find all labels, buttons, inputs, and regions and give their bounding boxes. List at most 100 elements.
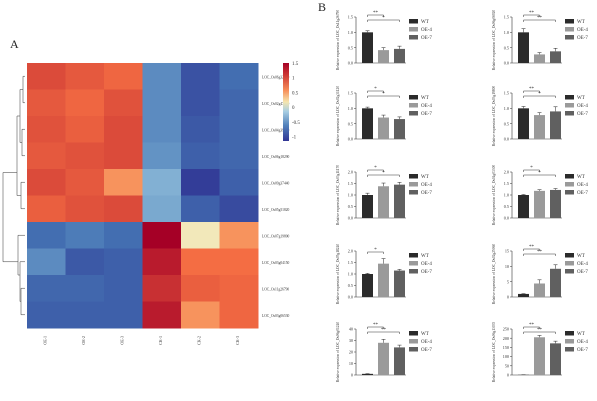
bar (518, 293, 529, 297)
heatmap-cell (219, 169, 259, 196)
y-tick-label: 1.0 (348, 30, 353, 35)
heatmap-row-label: LOC_Os06g32600 (262, 75, 290, 79)
y-tick-label: 10 (349, 361, 353, 366)
legend-swatch (409, 190, 418, 195)
y-tick-label: 1.5 (504, 91, 509, 96)
heatmap-cell (219, 89, 259, 117)
heatmap-cell (219, 301, 259, 329)
legend-swatch (409, 95, 418, 100)
y-axis-label: Relative expression of LOC_Os06g06920 (492, 10, 496, 71)
y-tick-label: 0.5 (504, 204, 509, 209)
legend-label: OE-7 (421, 191, 432, 196)
significance-marker: ** (537, 328, 543, 333)
heatmap: LOC_Os06g32600 LOC_Os02g47150 LOC_Os04g392… (2, 62, 300, 345)
significance-marker: * (530, 166, 533, 171)
legend-label: OE-7 (577, 112, 588, 117)
heatmap-cell (65, 116, 105, 143)
bar-panel: Relative expression of LOC_Os02g31120 0.0… (336, 86, 432, 146)
heatmap-cell (219, 222, 259, 249)
legend-label: OE-4 (421, 28, 432, 33)
colorbar-tick-label: 0.5 (292, 91, 299, 96)
heatmap-row-label: LOC_Os02g47150 (262, 102, 290, 106)
bar (362, 32, 373, 63)
bar-charts: Relative expression of LOC_Os11g26790 0.0… (336, 10, 588, 383)
significance-marker: ** (529, 323, 535, 328)
heatmap-cell (27, 142, 66, 170)
y-axis-label: Relative expression of LOC_Os06g13035 (492, 322, 496, 383)
heatmap-cell (65, 222, 105, 249)
legend-swatch (565, 261, 574, 266)
heatmap-cell (65, 142, 105, 170)
y-tick-label: 0 (507, 373, 509, 378)
legend-label: OE-7 (577, 191, 588, 196)
heatmap-cell (104, 169, 143, 196)
y-tick-label: 0.0 (504, 137, 509, 142)
bar (362, 195, 373, 218)
bar-panel: Relative expression of LOC_Os06g01240 0 10… (336, 322, 432, 383)
significance-marker: ** (529, 245, 535, 250)
bar (518, 32, 529, 63)
heatmap-cell (181, 89, 220, 117)
bar (394, 48, 405, 63)
significance-marker: ** (373, 11, 379, 16)
legend-swatch (409, 19, 418, 24)
legend-swatch (409, 339, 418, 344)
y-axis-label: Relative expression of LOC_Os05g18240 (336, 244, 340, 305)
heatmap-cell (65, 301, 105, 329)
y-axis-label: Relative expression of LOC_Os03g11170 (336, 165, 340, 225)
y-tick-label: 0.0 (504, 216, 509, 221)
heatmap-cell (219, 142, 259, 170)
legend-swatch (565, 347, 574, 352)
heatmap-cell (65, 169, 105, 196)
y-tick-label: 200 (503, 336, 509, 341)
y-tick-label: 0 (351, 373, 353, 378)
y-tick-label: 1.0 (348, 193, 353, 198)
heatmap-cell (181, 169, 220, 196)
y-tick-label: 1.0 (504, 106, 509, 111)
legend-label: OE-7 (577, 270, 588, 275)
significance-marker: * (382, 16, 385, 21)
significance-marker: * (382, 92, 385, 97)
significance-marker: * (374, 87, 377, 92)
bar (550, 51, 561, 63)
bar-panel: Relative expression of LOC_Os06g13035 0 50… (492, 322, 588, 383)
y-tick-label: 1.5 (348, 260, 353, 265)
legend-label: WT (577, 175, 585, 180)
heatmap-cell (27, 248, 66, 276)
legend-label: WT (421, 254, 429, 259)
y-tick-label: 0.5 (504, 121, 509, 126)
bar (550, 268, 561, 297)
heatmap-cell (104, 248, 143, 276)
heatmap-column-label: CK-1 (158, 336, 163, 345)
panel-label-a: A (10, 37, 19, 51)
significance-marker: * (538, 171, 541, 176)
bar (394, 347, 405, 375)
bar (534, 115, 545, 139)
colorbar (283, 63, 289, 141)
heatmap-cell (219, 275, 259, 302)
legend-swatch (565, 111, 574, 116)
y-tick-label: 50 (505, 363, 509, 368)
y-tick-label: 100 (503, 354, 509, 359)
bar (378, 50, 389, 63)
bar (394, 119, 405, 139)
heatmap-cell (27, 89, 66, 117)
heatmap-cell (181, 195, 220, 223)
y-tick-label: 2.0 (348, 249, 353, 254)
heatmap-cell (104, 63, 143, 90)
heatmap-cell (104, 275, 143, 302)
bar (362, 274, 373, 297)
heatmap-cell (181, 275, 220, 302)
heatmap-cell (181, 116, 220, 143)
y-tick-label: 1.5 (348, 181, 353, 186)
legend-swatch (409, 174, 418, 179)
bar-panel: Relative expression of LOC_Os05g18240 0.0… (336, 244, 432, 305)
significance-marker: ** (537, 16, 543, 21)
y-tick-label: 0.5 (504, 45, 509, 50)
heatmap-cell (142, 222, 182, 249)
heatmap-cell (142, 63, 182, 90)
heatmap-column-label: OE-2 (81, 336, 86, 345)
y-tick-label: 0.5 (348, 121, 353, 126)
bar (378, 117, 389, 139)
heatmap-cell (27, 63, 66, 90)
